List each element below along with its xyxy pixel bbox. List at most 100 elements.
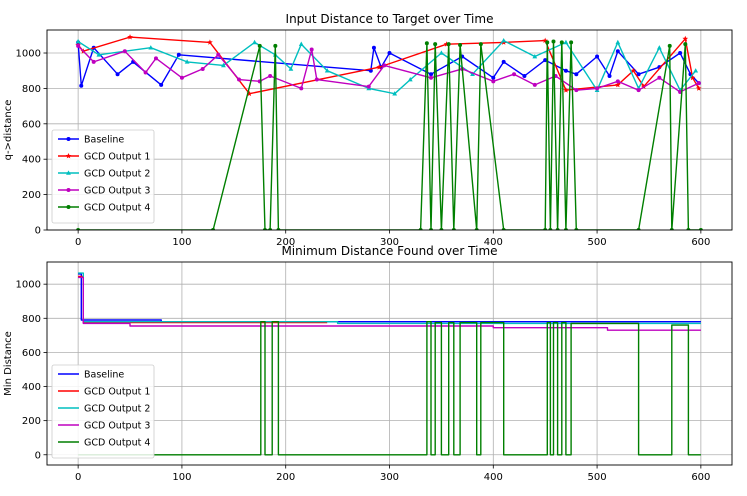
chart1-series-4-point [122,49,127,54]
chart1-legend-marker-3 [66,170,71,175]
chart1-series-5-point [574,228,579,230]
chart1-series-3-point [501,38,507,43]
chart1-series-3-point [184,59,190,64]
chart1-series-3-point [615,39,621,45]
chart1-series-2-point [695,85,702,91]
chart1-series-5-point [418,228,423,230]
chart1-series-5-point [569,40,574,45]
chart1-series-1-point [543,58,548,63]
chart1-series-1-point [501,59,506,64]
chart1-series-5-point [669,228,674,230]
chart1-legend: Baseline GCD Output 1 GCD Output 2 GCD Outp… [51,129,155,224]
chart1-legend-marker-2 [65,153,72,159]
chart2-x-tick-label: 400 [484,472,503,483]
chart1-series-3-point [75,38,81,44]
chart1-series-5-point [545,40,550,45]
chart1-series-5-point [276,228,281,230]
chart2-legend-label-2: GCD Output 1 [84,387,150,398]
chart1-series-5-point [636,228,641,230]
chart1-x-tick-label: 600 [691,237,710,248]
chart2-series-4-line [78,276,701,331]
chart1-legend-label-4: GCD Output 3 [84,186,150,197]
chart1-y-tick-label: 800 [22,84,41,95]
chart1-y-tick-label: 600 [22,119,41,130]
chart2-legend-label-4: GCD Output 3 [84,421,150,432]
chart1-series-4-point [216,52,221,57]
chart1-series-4-point [314,77,319,82]
chart1-series-5-point [683,42,688,47]
chart1-series-2-point [542,37,548,43]
chart1-series-5-point [439,228,444,230]
chart2-title: Minimum Distance Found over Time [281,244,497,258]
chart1-series-2-point [563,87,569,93]
chart1-series-4-point [153,56,158,61]
chart1-series-5-point [551,39,556,44]
chart1-series-3-point [298,41,304,46]
chart1-x-tick-label: 0 [75,237,81,248]
chart1-x-tick-label: 200 [276,237,295,248]
chart1-series-5-point [257,43,262,48]
chart2-legend-label-1: Baseline [84,370,124,381]
chart1-series-1-point [678,51,683,56]
chart1-series-5-point [548,228,553,230]
chart1-series-1-point [595,54,600,59]
chart1-series-group [75,34,703,230]
chart1-series-3-point [288,66,294,71]
chart1-series-4-point [574,88,579,93]
chart1-series-4-point [299,86,304,91]
chart1-series-3-point [252,39,257,45]
chart1-series-4-point [696,81,701,86]
chart1-series-1-point [429,72,434,77]
chart1-panel: 0 100 200 300 400 500 600 0 200 400 600 800 1000 Inpu… [3,12,733,248]
chart1-series-4-point [268,74,273,79]
chart1-series-4-point [429,75,434,80]
chart1-y-tick-label: 200 [22,190,41,201]
chart1-x-tick-label: 300 [380,237,399,248]
chart1-series-5-point [555,228,560,230]
chart1-series-1-point [615,49,620,54]
chart1-series-2-line [77,36,700,95]
chart1-series-4-point [491,79,496,84]
chart1-series-5-point [268,228,273,230]
chart2-panel: 0 100 200 300 400 500 600 0 200 400 600 800 1000 Mini… [3,244,733,483]
chart1-series-3-point [532,53,538,59]
chart1-series-4-point [91,59,96,64]
chart1-series-3-point [470,71,475,77]
chart1-series-4-point [636,88,641,93]
chart1-series-5-point [433,42,438,47]
chart1-series-4-point [366,84,371,89]
chart1-series-4-point [512,72,517,77]
chart1-legend-marker-5 [66,205,71,209]
chart1-series-2-point [615,81,621,88]
chart1-series-3-point [693,68,699,73]
chart1-series-3-point [563,39,569,45]
chart1-series-2-point [689,74,696,81]
chart1-series-5-point [424,41,429,46]
chart1-series-3-point [148,45,154,50]
chart2-legend: Baseline GCD Output 1 GCD Output 2 GCD Outp… [51,364,155,459]
chart1-series-2-point [207,39,213,45]
chart1-x-tick-label: 400 [484,237,503,248]
chart2-y-tick-label: 200 [22,416,41,427]
chart1-y-tick-label: 0 [35,226,41,237]
chart1-legend-box [51,129,155,224]
chart1-series-1-point [607,74,612,79]
chart1-series-5-point [698,228,703,230]
chart1-series-4-point [382,63,387,68]
chart1-x-tick-label: 500 [588,237,607,248]
chart1-series-5-point [451,228,456,230]
chart1-series-5-point [543,228,548,230]
chart1-legend-label-3: GCD Output 2 [84,169,150,180]
chart1-legend-label-5: GCD Output 4 [84,203,150,214]
chart1-series-4-point [237,77,242,82]
chart2-series-group [78,272,701,456]
chart1-series-4-point [532,82,537,87]
chart2-x-tick-label: 100 [172,472,191,483]
chart1-series-3-point [438,50,444,55]
chart1-series-5-point [563,228,568,230]
chart1-series-5-point [474,228,479,230]
chart1-series-2-point [246,90,253,97]
chart2-y-axis-label: Min Distance [3,331,14,396]
chart1-series-2-point [630,67,637,74]
chart2-y-tick-label: 800 [22,314,41,325]
